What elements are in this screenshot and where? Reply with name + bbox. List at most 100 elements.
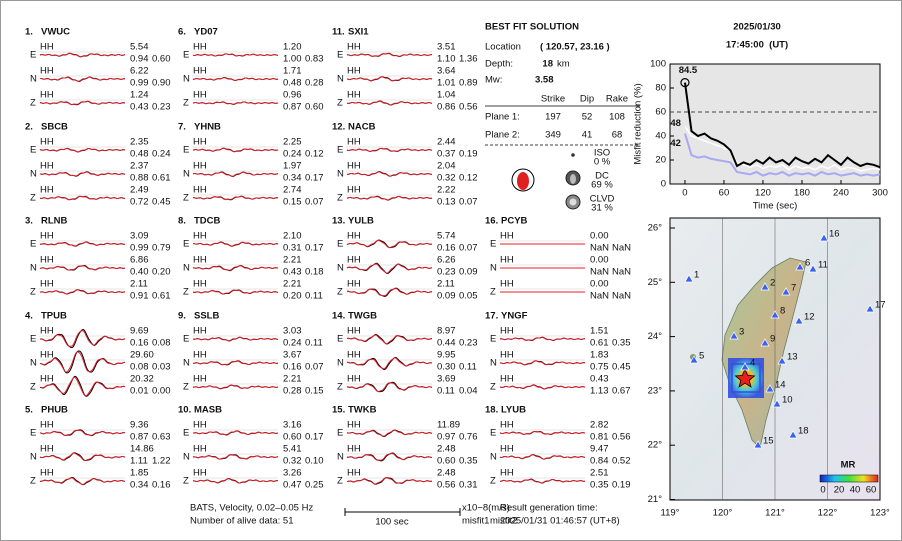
component: E — [183, 145, 189, 156]
misfit2: 0.56 — [459, 102, 478, 113]
station-number: 13. — [332, 216, 345, 227]
x-axis-label: Time (sec) — [753, 201, 798, 212]
misfit2: 0.79 — [152, 243, 171, 254]
misfit2: 0.76 — [459, 432, 478, 443]
channel: HH — [40, 161, 54, 172]
component: Z — [490, 382, 496, 393]
misfit1: 1.13 — [590, 386, 609, 397]
y-tick-label: 0 — [661, 179, 666, 190]
misfit2: 0.07 — [305, 362, 324, 373]
misfit2: 0.60 — [305, 102, 324, 113]
channel: HH — [500, 326, 514, 337]
map-station-label: 5 — [699, 351, 704, 362]
component: Z — [183, 476, 189, 487]
station-number: 16. — [485, 216, 498, 227]
component: E — [183, 428, 189, 439]
synthetic-trace — [192, 360, 279, 366]
amplitude: 5.74 — [437, 231, 456, 242]
component: Z — [337, 287, 343, 298]
synthetic-trace — [192, 171, 279, 177]
amplitude: 3.09 — [130, 231, 149, 242]
solution-title: BEST FIT SOLUTION — [485, 22, 579, 33]
map-station — [788, 430, 798, 439]
misfit2: 0.61 — [152, 291, 171, 302]
synthetic-trace — [499, 336, 586, 341]
y-tick-label: 80 — [655, 83, 666, 94]
amplitude: 3.16 — [283, 420, 302, 431]
misfit2: 0.05 — [459, 291, 478, 302]
station-name: YULB — [348, 216, 374, 227]
map-station-label: 9 — [770, 334, 775, 345]
misfit2: 0.03 — [152, 362, 171, 373]
misfit2: 0.17 — [305, 432, 324, 443]
channel: HH — [40, 420, 54, 431]
channel: HH — [347, 444, 361, 455]
component: Z — [30, 382, 36, 393]
synthetic-trace — [346, 288, 433, 297]
map-station-label: 15 — [763, 436, 774, 447]
plane-value: 197 — [545, 112, 561, 123]
synthetic-trace — [39, 452, 126, 462]
synthetic-trace — [499, 454, 586, 460]
misfit2: 0.83 — [305, 54, 324, 65]
map-station-label: 8 — [780, 306, 785, 317]
channel: HH — [193, 137, 207, 148]
channel: HH — [347, 326, 361, 337]
misfit1: 1.10 — [437, 54, 456, 65]
synthetic-trace — [499, 384, 586, 390]
annotation: 42 — [670, 138, 681, 149]
component: E — [490, 334, 496, 345]
channel: HH — [40, 90, 54, 101]
misfit2: 0.67 — [612, 386, 631, 397]
map-station-label: 6 — [805, 258, 810, 269]
channel: HH — [40, 185, 54, 196]
amplitude: 3.64 — [437, 66, 456, 77]
map-station — [740, 362, 750, 371]
amplitude: 2.04 — [437, 161, 456, 172]
station-number: 17. — [485, 311, 498, 322]
misfit1: 0.84 — [590, 456, 609, 467]
station-number: 7. — [178, 122, 186, 133]
misfit1: 0.15 — [283, 197, 302, 208]
map-station-label: 10 — [782, 395, 793, 406]
amplitude: 2.51 — [590, 468, 609, 479]
misfit2: 0.35 — [612, 338, 631, 349]
legend-misfit2: misfit2 — [490, 516, 517, 527]
map-station — [770, 310, 780, 319]
misfit1: 0.75 — [590, 362, 609, 373]
misfit1: 0.48 — [283, 78, 302, 89]
lon-label: 121° — [765, 508, 785, 519]
depth-label: Depth: — [485, 59, 513, 70]
misfit1: 0.56 — [437, 480, 456, 491]
synthetic-trace — [346, 239, 433, 249]
synthetic-trace — [39, 147, 126, 153]
component: E — [183, 334, 189, 345]
location-label: Location — [485, 42, 521, 53]
synthetic-trace — [346, 76, 433, 82]
colorbar-tick: 20 — [834, 485, 845, 496]
misfit1: 1.01 — [437, 78, 456, 89]
map-station — [795, 262, 805, 271]
plane-value: 108 — [609, 112, 625, 123]
misfit1: 0.47 — [283, 480, 302, 491]
lat-label: 22° — [648, 440, 663, 451]
amplitude: 2.10 — [283, 231, 302, 242]
channel: HH — [40, 231, 54, 242]
misfit2: 0.63 — [152, 432, 171, 443]
misfit2: 0.52 — [612, 456, 631, 467]
amplitude: 1.83 — [590, 350, 609, 361]
channel: HH — [347, 66, 361, 77]
station-number: 15. — [332, 405, 345, 416]
map-station-label: 1 — [694, 270, 699, 281]
channel: HH — [193, 231, 207, 242]
clvd-core — [569, 198, 577, 206]
channel: HH — [347, 468, 361, 479]
misfit2: 0.00 — [152, 386, 171, 397]
channel: HH — [500, 279, 514, 290]
synthetic-trace — [346, 452, 433, 461]
amplitude: 8.97 — [437, 326, 456, 337]
synthetic-trace — [192, 265, 279, 271]
map-station-label: 18 — [798, 426, 809, 437]
station-number: 10. — [178, 405, 191, 416]
